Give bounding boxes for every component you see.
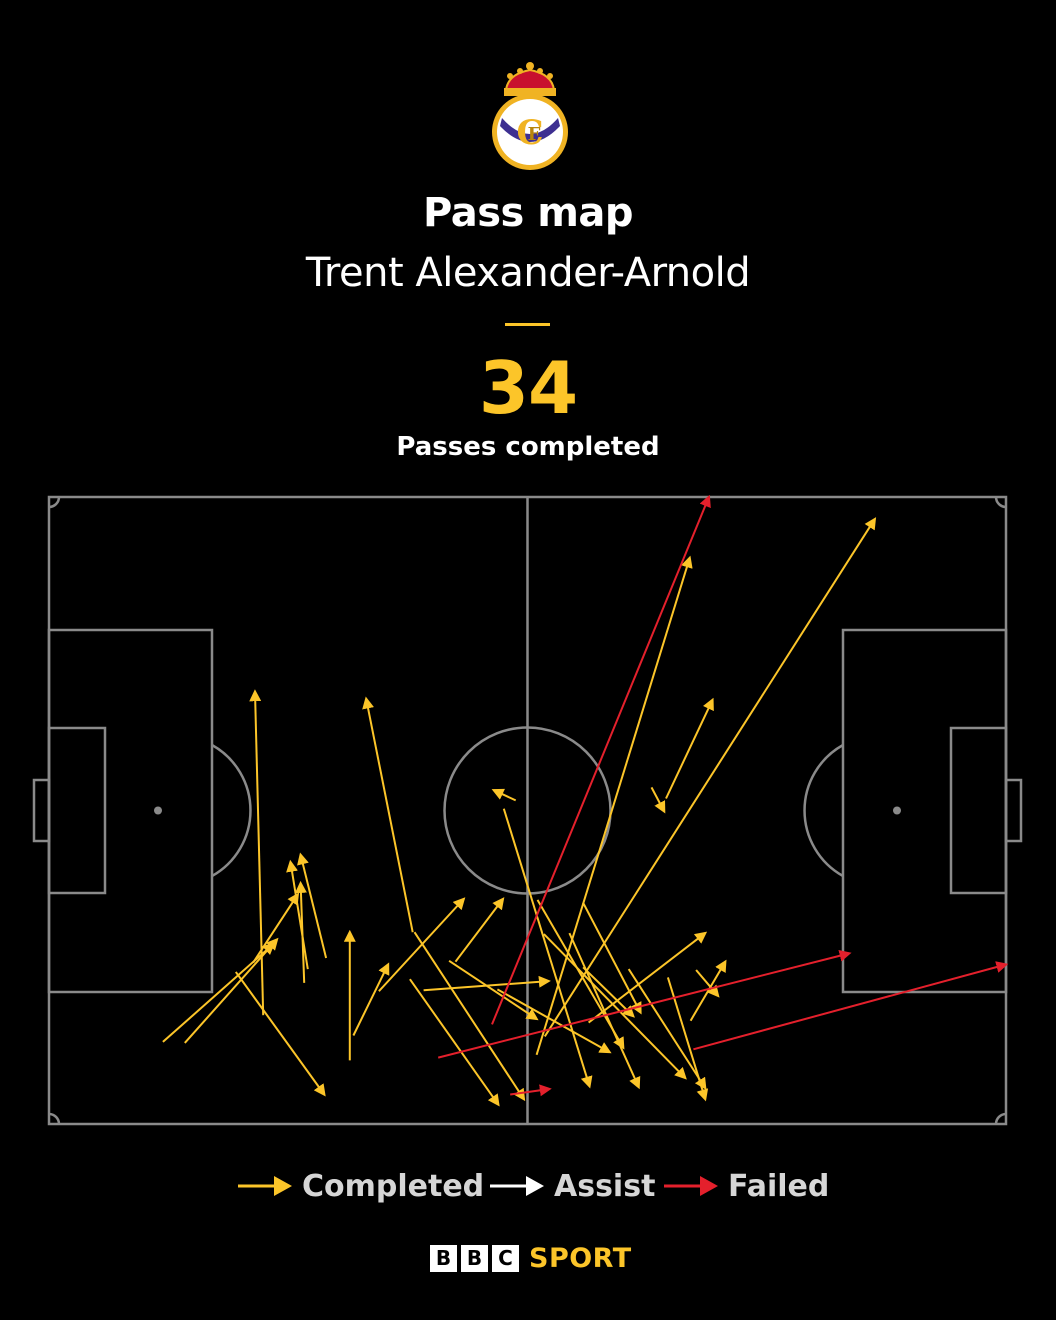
pass-arrow-completed-14	[413, 931, 526, 1102]
pass-arrow-completed-18	[496, 988, 612, 1054]
pass-arrow-failed-38	[510, 1084, 552, 1097]
bbc-sport-logo: B B C SPORT	[430, 1242, 632, 1274]
passes-count-label: Passes completed	[396, 432, 660, 462]
bbc-logo-b1: B	[430, 1244, 457, 1272]
left-penalty-spot	[154, 806, 162, 815]
pass-arrow-completed-23	[543, 517, 877, 1037]
pass-arrow-completed-13	[409, 978, 500, 1107]
pass-arrow-completed-28	[587, 931, 708, 1024]
bbc-logo-c: C	[492, 1244, 519, 1272]
passes-layer	[162, 494, 1009, 1107]
pass-arrow-completed-29	[627, 968, 707, 1091]
pass-arrow-failed-37	[693, 961, 1009, 1051]
svg-text:C: C	[516, 113, 543, 153]
pass-arrow-completed-7	[294, 880, 307, 983]
pass-arrow-completed-22	[535, 555, 693, 1056]
pass-arrow-completed-25	[582, 966, 635, 1018]
legend-failed-label: Failed	[728, 1168, 830, 1204]
pass-arrow-completed-19	[491, 788, 517, 802]
real-madrid-crest-icon: C F	[492, 62, 568, 170]
title-divider	[505, 323, 550, 326]
pass-arrow-completed-26	[543, 933, 687, 1080]
pass-arrow-completed-27	[582, 902, 642, 1015]
pass-arrow-completed-4	[234, 971, 326, 1097]
pass-arrow-failed-36	[437, 949, 852, 1059]
pass-arrow-completed-11	[362, 696, 414, 933]
pass-arrow-failed-35	[491, 494, 711, 1025]
legend-assist: Assist	[488, 1164, 655, 1208]
pass-arrow-completed-12	[378, 897, 466, 992]
pass-arrow-completed-17	[454, 897, 505, 963]
legend-assist-label: Assist	[554, 1168, 656, 1204]
legend-completed: Completed	[236, 1164, 484, 1208]
legend-failed: Failed	[662, 1164, 829, 1208]
pass-arrow-completed-6	[286, 859, 309, 970]
assist-arrow-icon	[490, 1176, 544, 1196]
pass-arrow-completed-10	[352, 962, 390, 1036]
legend-completed-label: Completed	[302, 1168, 485, 1204]
legend: Completed Assist Failed	[0, 1164, 1056, 1214]
failed-arrow-icon	[664, 1176, 718, 1196]
page-title: Pass map	[422, 190, 634, 236]
svg-text:F: F	[528, 124, 541, 145]
pass-arrow-completed-32	[650, 786, 666, 814]
pass-arrow-completed-5	[252, 892, 300, 964]
pass-arrow-completed-16	[448, 959, 539, 1021]
right-penalty-spot	[893, 806, 901, 815]
pass-arrow-completed-8	[297, 852, 328, 959]
completed-arrow-icon	[238, 1176, 292, 1196]
bbc-logo-b2: B	[461, 1244, 488, 1272]
pass-arrow-completed-3	[249, 689, 265, 1016]
sport-wordmark: SPORT	[529, 1242, 632, 1274]
pass-arrow-completed-31	[665, 697, 714, 799]
pass-arrow-completed-34	[695, 969, 720, 998]
passes-count: 34	[478, 346, 578, 430]
pass-arrow-completed-20	[502, 808, 593, 1089]
player-name: Trent Alexander-Arnold	[305, 250, 751, 296]
pitch-markings	[32, 495, 1023, 1126]
